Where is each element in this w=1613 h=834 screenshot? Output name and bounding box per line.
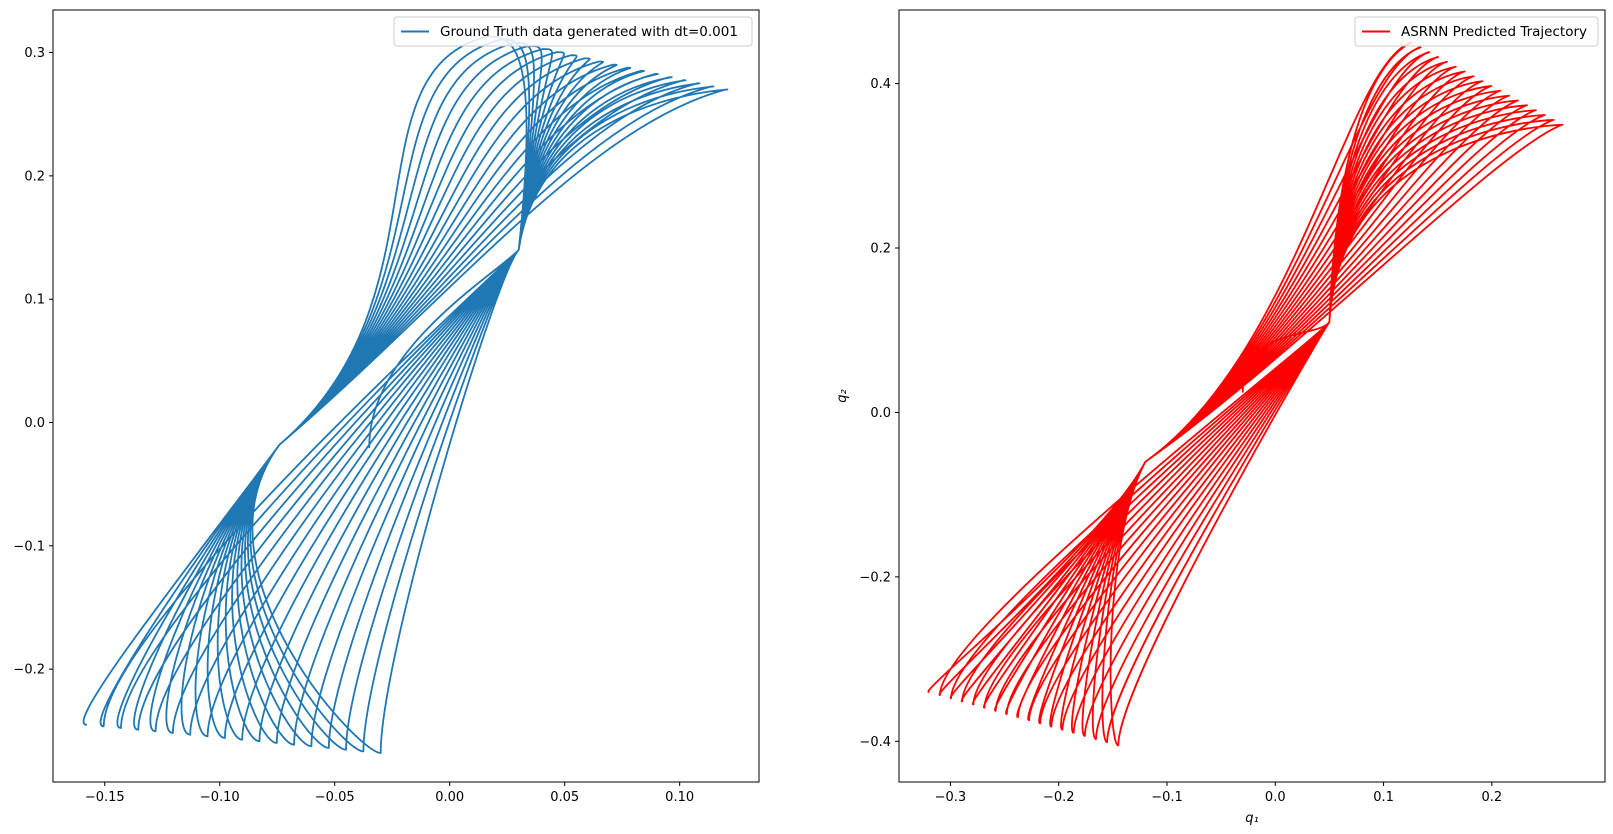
ground-truth-trajectory-line bbox=[82, 35, 729, 754]
predicted-y-tick-label: 0.4 bbox=[870, 77, 891, 92]
ground-truth-plot-area bbox=[82, 35, 729, 754]
ground-truth-legend-box bbox=[393, 16, 753, 47]
predicted-legend: ASRNN Predicted Trajectory bbox=[1354, 16, 1599, 47]
ground-truth-y-ticks: −0.2 −0.1 0.0 0.1 0.2 0.3 bbox=[13, 46, 53, 678]
predicted-x-tick-label: −0.1 bbox=[1151, 790, 1183, 805]
ground-truth-x-tick-label: −0.10 bbox=[200, 790, 240, 805]
predicted-x-tick-label: 0.0 bbox=[1265, 790, 1286, 805]
ground-truth-panel: −0.15 −0.10 −0.05 0.00 0.05 0.10 −0.2 −0.1 0.0 0… bbox=[13, 9, 760, 805]
predicted-y-ticks: −0.4 −0.2 0.0 0.2 0.4 bbox=[859, 77, 899, 750]
predicted-axes-frame bbox=[898, 9, 1606, 783]
predicted-y-tick-label: −0.2 bbox=[859, 570, 891, 585]
predicted-y-tick-label: −0.4 bbox=[859, 735, 891, 750]
predicted-panel: −0.3 −0.2 −0.1 0.0 0.1 0.2 −0.4−0.20.00.20.4 … bbox=[835, 9, 1606, 826]
ground-truth-y-tick-label: 0.1 bbox=[24, 293, 45, 308]
predicted-y-tick-label: 0.0 bbox=[870, 406, 891, 421]
ground-truth-x-tick-label: −0.05 bbox=[315, 790, 355, 805]
ground-truth-x-tick-label: 0.00 bbox=[435, 790, 464, 805]
predicted-legend-box bbox=[1354, 16, 1599, 47]
ground-truth-legend-label: Ground Truth data generated with dt=0.00… bbox=[440, 24, 738, 40]
predicted-plot-area bbox=[927, 41, 1564, 747]
ground-truth-x-tick-label: 0.10 bbox=[665, 790, 694, 805]
predicted-x-axis-label: q₁ bbox=[1245, 811, 1258, 826]
predicted-y-tick-label: 0.2 bbox=[870, 242, 891, 257]
predicted-x-tick-label: 0.2 bbox=[1482, 790, 1503, 805]
ground-truth-x-tick-label: −0.15 bbox=[85, 790, 125, 805]
ground-truth-x-tick-label: 0.05 bbox=[550, 790, 579, 805]
ground-truth-x-ticks: −0.15 −0.10 −0.05 0.00 0.05 0.10 bbox=[85, 782, 694, 805]
ground-truth-y-tick-label: 0.2 bbox=[24, 169, 45, 184]
predicted-x-ticks: −0.3 −0.2 −0.1 0.0 0.1 0.2 bbox=[935, 782, 1503, 805]
ground-truth-y-tick-label: −0.1 bbox=[13, 539, 45, 554]
ground-truth-legend: Ground Truth data generated with dt=0.00… bbox=[393, 16, 753, 47]
ground-truth-axes-frame bbox=[52, 9, 760, 783]
predicted-legend-label: ASRNN Predicted Trajectory bbox=[1401, 24, 1587, 40]
predicted-trajectory-line bbox=[927, 41, 1564, 747]
ground-truth-y-tick-label: 0.0 bbox=[24, 416, 45, 431]
predicted-x-tick-label: −0.2 bbox=[1043, 790, 1075, 805]
predicted-x-tick-label: −0.3 bbox=[935, 790, 967, 805]
ground-truth-y-tick-label: 0.3 bbox=[24, 46, 45, 61]
predicted-y-axis-label: q₂ bbox=[835, 389, 850, 402]
predicted-x-tick-label: 0.1 bbox=[1373, 790, 1394, 805]
ground-truth-y-tick-label: −0.2 bbox=[13, 663, 45, 678]
